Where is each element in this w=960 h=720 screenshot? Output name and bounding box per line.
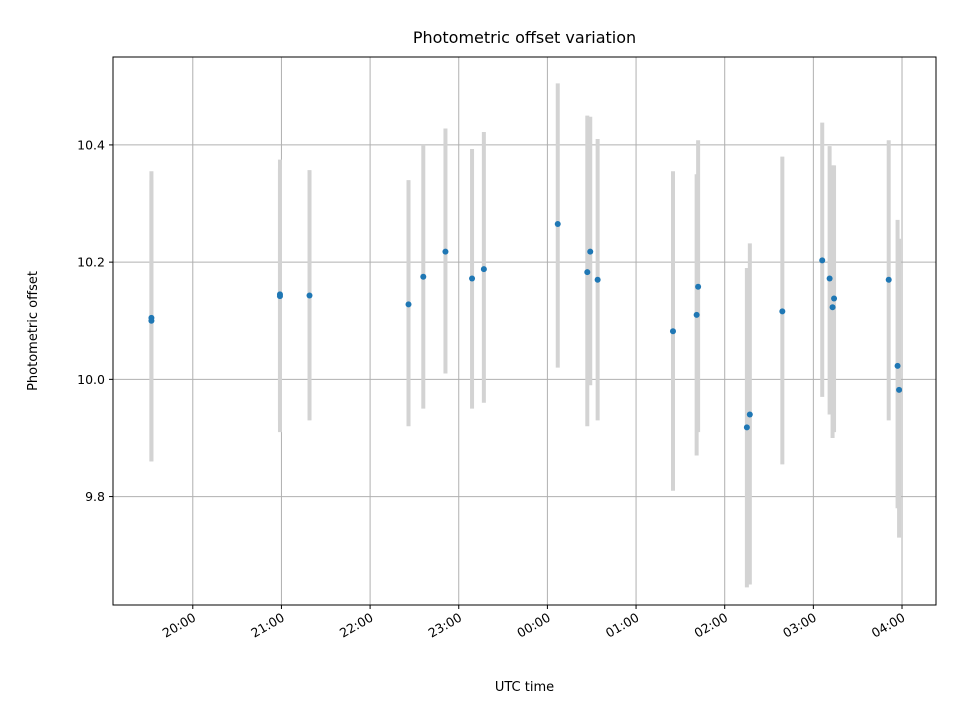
data-point bbox=[894, 362, 901, 369]
data-point bbox=[469, 275, 476, 282]
data-point bbox=[584, 269, 591, 276]
data-point bbox=[746, 411, 753, 418]
y-axis-label: Photometric offset bbox=[26, 271, 41, 391]
y-tick-label: 10.2 bbox=[77, 255, 105, 270]
data-point bbox=[831, 295, 838, 302]
data-point bbox=[885, 276, 892, 283]
point-layer bbox=[148, 221, 903, 431]
data-point bbox=[306, 292, 313, 299]
data-point bbox=[594, 276, 601, 283]
data-point bbox=[587, 248, 594, 255]
data-point bbox=[779, 308, 786, 315]
data-point bbox=[743, 424, 750, 431]
data-point bbox=[405, 301, 412, 308]
data-point bbox=[554, 221, 561, 228]
y-tick-label: 9.8 bbox=[85, 489, 105, 504]
data-point bbox=[695, 283, 702, 290]
y-tick-label: 10.4 bbox=[77, 137, 105, 152]
data-point bbox=[480, 266, 487, 273]
data-point bbox=[276, 293, 283, 300]
data-point bbox=[442, 248, 449, 255]
x-axis-label: UTC time bbox=[495, 680, 554, 695]
data-point bbox=[669, 328, 676, 335]
data-point bbox=[896, 386, 903, 393]
plot-frame bbox=[112, 56, 937, 606]
chart-title: Photometric offset variation bbox=[413, 28, 636, 47]
data-point bbox=[148, 317, 155, 324]
data-point bbox=[826, 275, 833, 282]
data-point bbox=[829, 304, 836, 311]
data-point bbox=[693, 311, 700, 318]
data-point bbox=[819, 257, 826, 264]
data-point bbox=[420, 273, 427, 280]
y-tick-label: 10.0 bbox=[77, 372, 105, 387]
